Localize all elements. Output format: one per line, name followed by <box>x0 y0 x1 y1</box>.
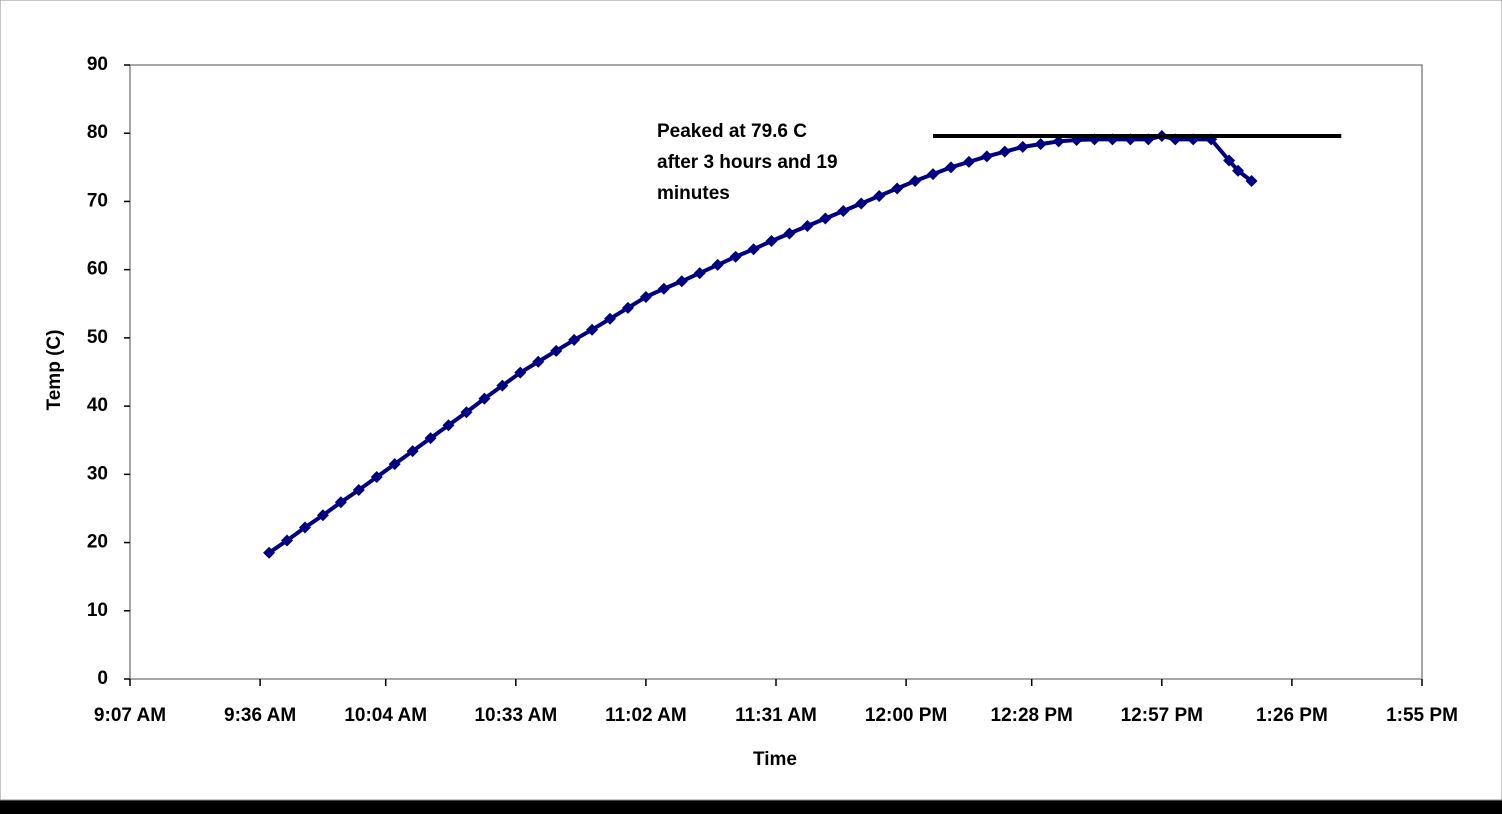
data-point <box>980 150 993 163</box>
data-point <box>747 243 760 256</box>
data-point <box>442 419 455 432</box>
data-point <box>1245 174 1258 187</box>
x-tick-label: 9:07 AM <box>94 705 166 726</box>
data-point <box>639 290 652 303</box>
x-tick-label: 1:55 PM <box>1386 705 1458 726</box>
data-point <box>352 484 365 497</box>
x-tick-label: 10:33 AM <box>474 705 557 726</box>
data-point <box>406 445 419 458</box>
data-point <box>334 496 347 509</box>
x-tick-label: 1:26 PM <box>1256 705 1328 726</box>
annotation: Peaked at 79.6 C <box>657 121 807 142</box>
data-point <box>388 458 401 471</box>
data-point <box>819 212 832 225</box>
data-point <box>675 275 688 288</box>
data-point <box>604 312 617 325</box>
data-point <box>1052 135 1065 148</box>
data-point <box>263 546 276 559</box>
data-point <box>298 521 311 534</box>
y-tick-label: 40 <box>87 395 108 416</box>
y-tick-label: 50 <box>87 327 108 348</box>
data-point <box>693 267 706 280</box>
data-point <box>514 366 527 379</box>
y-tick-label: 0 <box>97 668 108 689</box>
data-point <box>801 220 814 233</box>
x-tick-label: 12:28 PM <box>991 705 1073 726</box>
data-point <box>1232 164 1245 177</box>
data-point <box>765 235 778 248</box>
x-tick-label: 9:36 AM <box>224 705 296 726</box>
data-point <box>711 258 724 271</box>
y-tick-label: 70 <box>87 190 108 211</box>
data-point <box>281 534 294 547</box>
y-tick-label: 90 <box>87 54 108 75</box>
data-point <box>532 355 545 368</box>
data-point <box>621 301 634 314</box>
x-tick-label: 11:31 AM <box>735 705 817 726</box>
data-point <box>586 323 599 336</box>
y-tick-label: 80 <box>87 122 108 143</box>
data-point <box>478 392 491 405</box>
data-point <box>1016 140 1029 153</box>
data-point <box>424 432 437 445</box>
y-tick-label: 60 <box>87 259 108 280</box>
x-tick-label: 12:57 PM <box>1121 705 1203 726</box>
x-tick-label: 10:04 AM <box>344 705 427 726</box>
data-point <box>496 379 509 392</box>
y-axis-title: Temp (C) <box>44 330 65 411</box>
data-point <box>855 197 868 210</box>
data-point <box>1223 154 1236 167</box>
x-tick-label: 12:00 PM <box>865 705 947 726</box>
data-point <box>370 471 383 484</box>
data-point <box>927 168 940 181</box>
data-point <box>657 282 670 295</box>
x-tick-label: 11:02 AM <box>605 705 687 726</box>
data-point <box>837 204 850 217</box>
annotation: minutes <box>657 183 730 204</box>
data-point <box>1034 138 1047 151</box>
data-point <box>729 250 742 263</box>
annotation: after 3 hours and 19 <box>657 152 838 173</box>
data-point <box>909 174 922 187</box>
data-point <box>891 182 904 195</box>
data-point <box>568 333 581 346</box>
data-point <box>962 155 975 168</box>
data-point <box>998 145 1011 158</box>
data-point <box>783 227 796 240</box>
data-point <box>944 161 957 174</box>
data-point <box>316 509 329 522</box>
y-tick-label: 10 <box>87 600 108 621</box>
y-tick-label: 20 <box>87 532 108 553</box>
plot-area <box>129 64 1423 680</box>
data-point <box>873 189 886 202</box>
data-point <box>550 344 563 357</box>
data-point <box>460 406 473 419</box>
y-tick-label: 30 <box>87 463 108 484</box>
x-axis-title: Time <box>753 749 797 770</box>
